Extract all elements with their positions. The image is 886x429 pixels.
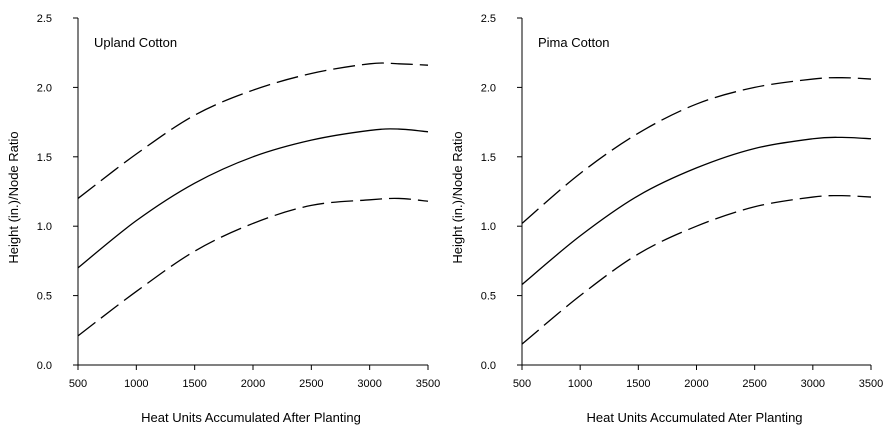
dashed-series-line-2: [77, 197, 429, 337]
solid-series-line-1: [521, 136, 872, 285]
x-tick-label: 2000: [241, 378, 265, 390]
x-tick-label: 3000: [357, 378, 381, 390]
x-axis-label: Heat Units Accumulated Ater Planting: [586, 410, 802, 425]
panel-title: Pima Cotton: [538, 35, 610, 50]
x-tick-label: 1500: [626, 378, 650, 390]
x-tick-label: 500: [69, 378, 87, 390]
x-tick-label: 2500: [299, 378, 323, 390]
x-tick-label: 2500: [742, 378, 766, 390]
y-axis-label: Height (in.)/Node Ratio: [450, 131, 465, 263]
dashed-series-line-2: [521, 194, 872, 345]
panel-title: Upland Cotton: [94, 35, 177, 50]
x-tick-label: 3500: [859, 378, 883, 390]
y-tick-label: 1.0: [37, 221, 52, 233]
y-tick-label: 0.5: [481, 291, 496, 303]
y-tick-label: 2.0: [481, 82, 496, 94]
x-tick-label: 1000: [124, 378, 148, 390]
y-tick-label: 0.5: [37, 291, 52, 303]
x-tick-label: 1500: [182, 378, 206, 390]
x-tick-label: 1000: [568, 378, 592, 390]
solid-series-line-1: [77, 128, 429, 269]
x-tick-label: 3500: [416, 378, 440, 390]
pima-cotton-chart: 500 1000 1500 2000 2500 3000 3500 0.0 0.5 1.0 1.5 2…: [450, 13, 883, 425]
upland-cotton-chart: 500 1000 1500 2000 2500 3000 3500 0.0 0.5 1.0 1.5 2…: [6, 13, 440, 425]
x-tick-label: 500: [513, 378, 531, 390]
y-tick-label: 2.5: [37, 13, 52, 25]
x-axis-label: Heat Units Accumulated After Planting: [141, 410, 361, 425]
dashed-series-line-0: [77, 62, 429, 199]
dashed-series-line-0: [521, 77, 872, 224]
y-axis-label: Height (in.)/Node Ratio: [6, 131, 21, 263]
y-tick-label: 1.5: [37, 152, 52, 164]
y-tick-label: 1.5: [481, 152, 496, 164]
y-tick-label: 2.0: [37, 82, 52, 94]
y-tick-label: 1.0: [481, 221, 496, 233]
y-tick-label: 0.0: [37, 360, 52, 372]
x-tick-label: 2000: [684, 378, 708, 390]
y-tick-label: 2.5: [481, 13, 496, 25]
x-tick-label: 3000: [801, 378, 825, 390]
y-tick-label: 0.0: [481, 360, 496, 372]
